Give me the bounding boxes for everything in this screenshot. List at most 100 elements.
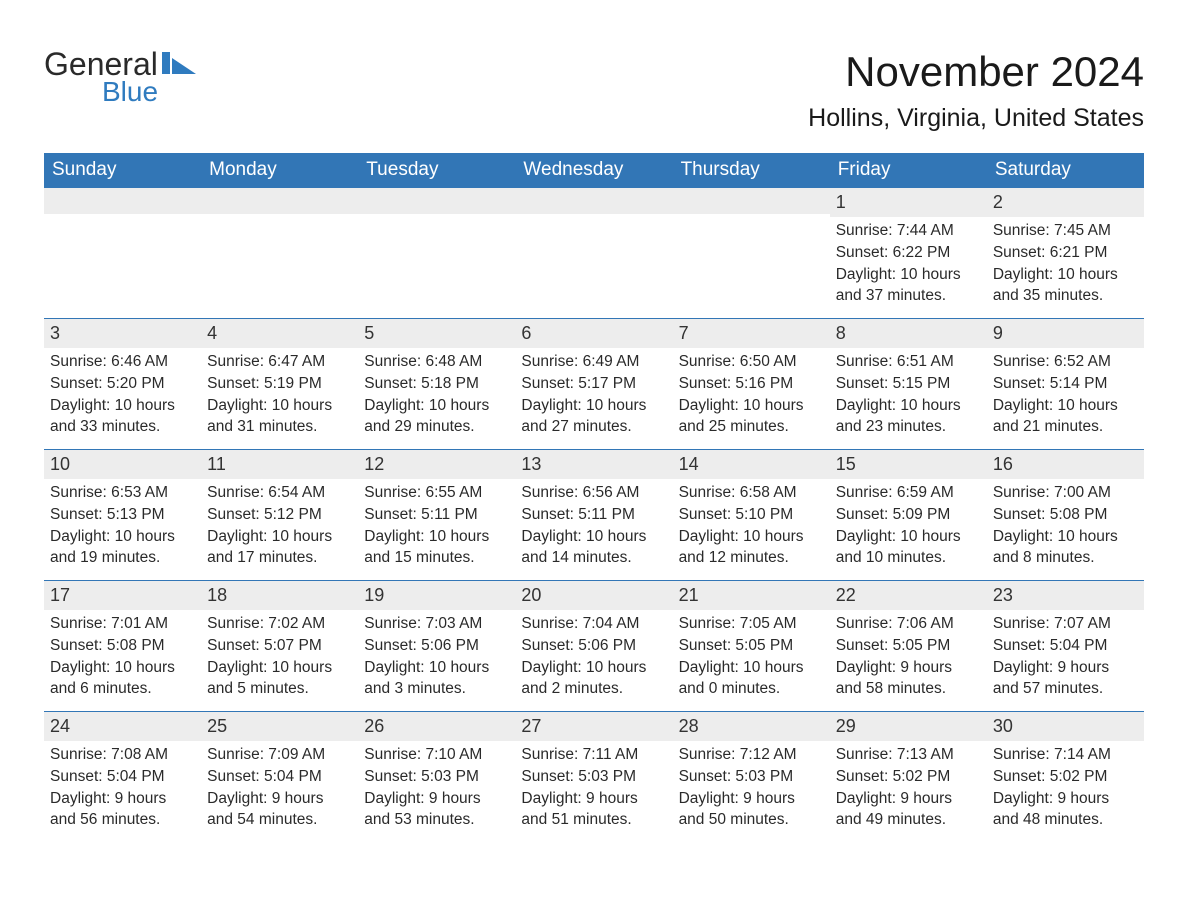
sunrise-line: Sunrise: 6:53 AM: [50, 483, 195, 504]
sunset-line: Sunset: 5:13 PM: [50, 505, 195, 526]
header: General Blue November 2024 Hollins, Virg…: [44, 48, 1144, 147]
daylight-line: Daylight: 10 hours and 6 minutes.: [50, 658, 195, 700]
day-details: Sunrise: 6:52 AMSunset: 5:14 PMDaylight:…: [987, 348, 1144, 449]
day-number: 13: [515, 450, 672, 479]
day-details: Sunrise: 7:14 AMSunset: 5:02 PMDaylight:…: [987, 741, 1144, 842]
month-title: November 2024: [808, 48, 1144, 96]
day-number: 3: [44, 319, 201, 348]
day-number: 5: [358, 319, 515, 348]
day-details: Sunrise: 6:59 AMSunset: 5:09 PMDaylight:…: [830, 479, 987, 580]
sunrise-line: Sunrise: 7:01 AM: [50, 614, 195, 635]
sunset-line: Sunset: 5:11 PM: [521, 505, 666, 526]
day-number: 1: [830, 188, 987, 217]
calendar-day: 1Sunrise: 7:44 AMSunset: 6:22 PMDaylight…: [830, 188, 987, 318]
day-details: Sunrise: 6:48 AMSunset: 5:18 PMDaylight:…: [358, 348, 515, 449]
calendar-day: 20Sunrise: 7:04 AMSunset: 5:06 PMDayligh…: [515, 581, 672, 711]
day-details: Sunrise: 7:13 AMSunset: 5:02 PMDaylight:…: [830, 741, 987, 842]
sunset-line: Sunset: 6:21 PM: [993, 243, 1138, 264]
daylight-line: Daylight: 10 hours and 35 minutes.: [993, 265, 1138, 307]
sunrise-line: Sunrise: 6:55 AM: [364, 483, 509, 504]
weekday-header: Wednesday: [515, 153, 672, 188]
calendar-day: 7Sunrise: 6:50 AMSunset: 5:16 PMDaylight…: [673, 319, 830, 449]
day-number: [358, 188, 515, 214]
sunset-line: Sunset: 5:02 PM: [993, 767, 1138, 788]
sunrise-line: Sunrise: 6:52 AM: [993, 352, 1138, 373]
day-details: Sunrise: 6:47 AMSunset: 5:19 PMDaylight:…: [201, 348, 358, 449]
weekday-header: Friday: [830, 153, 987, 188]
weekday-header-row: Sunday Monday Tuesday Wednesday Thursday…: [44, 153, 1144, 188]
sunrise-line: Sunrise: 6:56 AM: [521, 483, 666, 504]
daylight-line: Daylight: 9 hours and 56 minutes.: [50, 789, 195, 831]
calendar-day: 15Sunrise: 6:59 AMSunset: 5:09 PMDayligh…: [830, 450, 987, 580]
sunset-line: Sunset: 5:03 PM: [521, 767, 666, 788]
day-number: 29: [830, 712, 987, 741]
daylight-line: Daylight: 10 hours and 14 minutes.: [521, 527, 666, 569]
calendar-day: 5Sunrise: 6:48 AMSunset: 5:18 PMDaylight…: [358, 319, 515, 449]
calendar-week: 3Sunrise: 6:46 AMSunset: 5:20 PMDaylight…: [44, 318, 1144, 449]
sunrise-line: Sunrise: 7:07 AM: [993, 614, 1138, 635]
sunrise-line: Sunrise: 7:44 AM: [836, 221, 981, 242]
calendar-day: 9Sunrise: 6:52 AMSunset: 5:14 PMDaylight…: [987, 319, 1144, 449]
day-number: 20: [515, 581, 672, 610]
daylight-line: Daylight: 10 hours and 3 minutes.: [364, 658, 509, 700]
sunset-line: Sunset: 5:03 PM: [364, 767, 509, 788]
calendar-week: 17Sunrise: 7:01 AMSunset: 5:08 PMDayligh…: [44, 580, 1144, 711]
day-details: Sunrise: 6:58 AMSunset: 5:10 PMDaylight:…: [673, 479, 830, 580]
calendar-day: 6Sunrise: 6:49 AMSunset: 5:17 PMDaylight…: [515, 319, 672, 449]
sunset-line: Sunset: 5:04 PM: [207, 767, 352, 788]
sunset-line: Sunset: 5:06 PM: [364, 636, 509, 657]
day-number: 19: [358, 581, 515, 610]
sunset-line: Sunset: 5:09 PM: [836, 505, 981, 526]
sunset-line: Sunset: 5:17 PM: [521, 374, 666, 395]
day-number: 12: [358, 450, 515, 479]
sunset-line: Sunset: 5:07 PM: [207, 636, 352, 657]
day-details: Sunrise: 7:03 AMSunset: 5:06 PMDaylight:…: [358, 610, 515, 711]
day-details: Sunrise: 7:08 AMSunset: 5:04 PMDaylight:…: [44, 741, 201, 842]
day-number: 18: [201, 581, 358, 610]
calendar-day: 22Sunrise: 7:06 AMSunset: 5:05 PMDayligh…: [830, 581, 987, 711]
sunset-line: Sunset: 5:08 PM: [993, 505, 1138, 526]
sunset-line: Sunset: 5:06 PM: [521, 636, 666, 657]
day-number: [44, 188, 201, 214]
daylight-line: Daylight: 9 hours and 51 minutes.: [521, 789, 666, 831]
calendar-day: 25Sunrise: 7:09 AMSunset: 5:04 PMDayligh…: [201, 712, 358, 842]
calendar-day: 28Sunrise: 7:12 AMSunset: 5:03 PMDayligh…: [673, 712, 830, 842]
sunset-line: Sunset: 5:14 PM: [993, 374, 1138, 395]
calendar-day: 10Sunrise: 6:53 AMSunset: 5:13 PMDayligh…: [44, 450, 201, 580]
daylight-line: Daylight: 10 hours and 19 minutes.: [50, 527, 195, 569]
sunset-line: Sunset: 5:19 PM: [207, 374, 352, 395]
calendar-day: 27Sunrise: 7:11 AMSunset: 5:03 PMDayligh…: [515, 712, 672, 842]
calendar-day: 13 Sunrise: 6:56 AMSunset: 5:11 PMDayligh…: [515, 450, 672, 580]
daylight-line: Daylight: 10 hours and 0 minutes.: [679, 658, 824, 700]
calendar-day: 2Sunrise: 7:45 AMSunset: 6:21 PMDaylight…: [987, 188, 1144, 318]
calendar-day: 23Sunrise: 7:07 AMSunset: 5:04 PMDayligh…: [987, 581, 1144, 711]
sunrise-line: Sunrise: 6:48 AM: [364, 352, 509, 373]
weekday-header: Monday: [201, 153, 358, 188]
day-number: 6: [515, 319, 672, 348]
daylight-line: Daylight: 10 hours and 2 minutes.: [521, 658, 666, 700]
daylight-line: Daylight: 9 hours and 49 minutes.: [836, 789, 981, 831]
day-number: 8: [830, 319, 987, 348]
location-subtitle: Hollins, Virginia, United States: [808, 104, 1144, 133]
logo-text-blue: Blue: [102, 76, 196, 108]
sunset-line: Sunset: 5:08 PM: [50, 636, 195, 657]
calendar-day: 30Sunrise: 7:14 AMSunset: 5:02 PMDayligh…: [987, 712, 1144, 842]
day-details: Sunrise: 7:04 AMSunset: 5:06 PMDaylight:…: [515, 610, 672, 711]
daylight-line: Daylight: 9 hours and 50 minutes.: [679, 789, 824, 831]
day-details: Sunrise: 6:53 AMSunset: 5:13 PMDaylight:…: [44, 479, 201, 580]
day-number: [673, 188, 830, 214]
sunrise-line: Sunrise: 6:58 AM: [679, 483, 824, 504]
sunrise-line: Sunrise: 7:09 AM: [207, 745, 352, 766]
daylight-line: Daylight: 10 hours and 10 minutes.: [836, 527, 981, 569]
daylight-line: Daylight: 10 hours and 15 minutes.: [364, 527, 509, 569]
day-number: 22: [830, 581, 987, 610]
sunrise-line: Sunrise: 7:05 AM: [679, 614, 824, 635]
calendar-day: [44, 188, 201, 318]
calendar-day: 14Sunrise: 6:58 AMSunset: 5:10 PMDayligh…: [673, 450, 830, 580]
day-number: 16: [987, 450, 1144, 479]
sunset-line: Sunset: 5:05 PM: [836, 636, 981, 657]
sunset-line: Sunset: 5:16 PM: [679, 374, 824, 395]
day-details: Sunrise: 7:07 AMSunset: 5:04 PMDaylight:…: [987, 610, 1144, 711]
sunrise-line: Sunrise: 7:06 AM: [836, 614, 981, 635]
day-details: Sunrise: 7:10 AMSunset: 5:03 PMDaylight:…: [358, 741, 515, 842]
